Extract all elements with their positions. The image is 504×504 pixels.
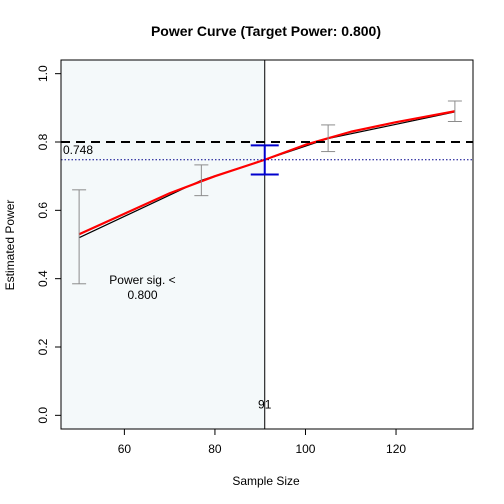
- y-axis: 0.0 0.2 0.4 0.6 0.8 1.0: [36, 65, 62, 424]
- error-bar-4: [321, 124, 336, 153]
- chart-title: Power Curve (Target Power: 0.800): [151, 23, 381, 39]
- x-tick-label: 100: [295, 442, 315, 456]
- y-tick-label: 0.0: [36, 407, 50, 424]
- low-power-region: [61, 60, 265, 429]
- y-tick-label: 0.4: [36, 270, 50, 287]
- x-tick-label: 80: [208, 442, 222, 456]
- x-tick-label: 120: [386, 442, 406, 456]
- estimated-power-label: 0.748: [63, 143, 93, 157]
- y-tick-label: 1.0: [36, 65, 50, 82]
- low-power-region-label: Power sig. <0.800: [109, 273, 175, 302]
- low-power-region-label-line: 0.800: [127, 288, 157, 302]
- low-power-region-label-line: Power sig. <: [109, 273, 175, 287]
- sample-size-label: 91: [258, 398, 272, 412]
- y-axis-label: Estimated Power: [3, 200, 17, 291]
- y-tick-label: 0.8: [36, 133, 50, 150]
- error-bar-3: [250, 144, 279, 176]
- reference-lines: [61, 60, 473, 429]
- error-bars: [72, 100, 462, 285]
- y-tick-label: 0.2: [36, 338, 50, 355]
- x-axis-label: Sample Size: [232, 474, 300, 488]
- x-tick-label: 60: [118, 442, 132, 456]
- error-bar-1: [72, 189, 87, 285]
- error-bar-2: [194, 164, 209, 197]
- y-tick-label: 0.6: [36, 202, 50, 219]
- error-bar-5: [447, 100, 462, 122]
- x-axis: 60 80 100 120: [118, 428, 406, 456]
